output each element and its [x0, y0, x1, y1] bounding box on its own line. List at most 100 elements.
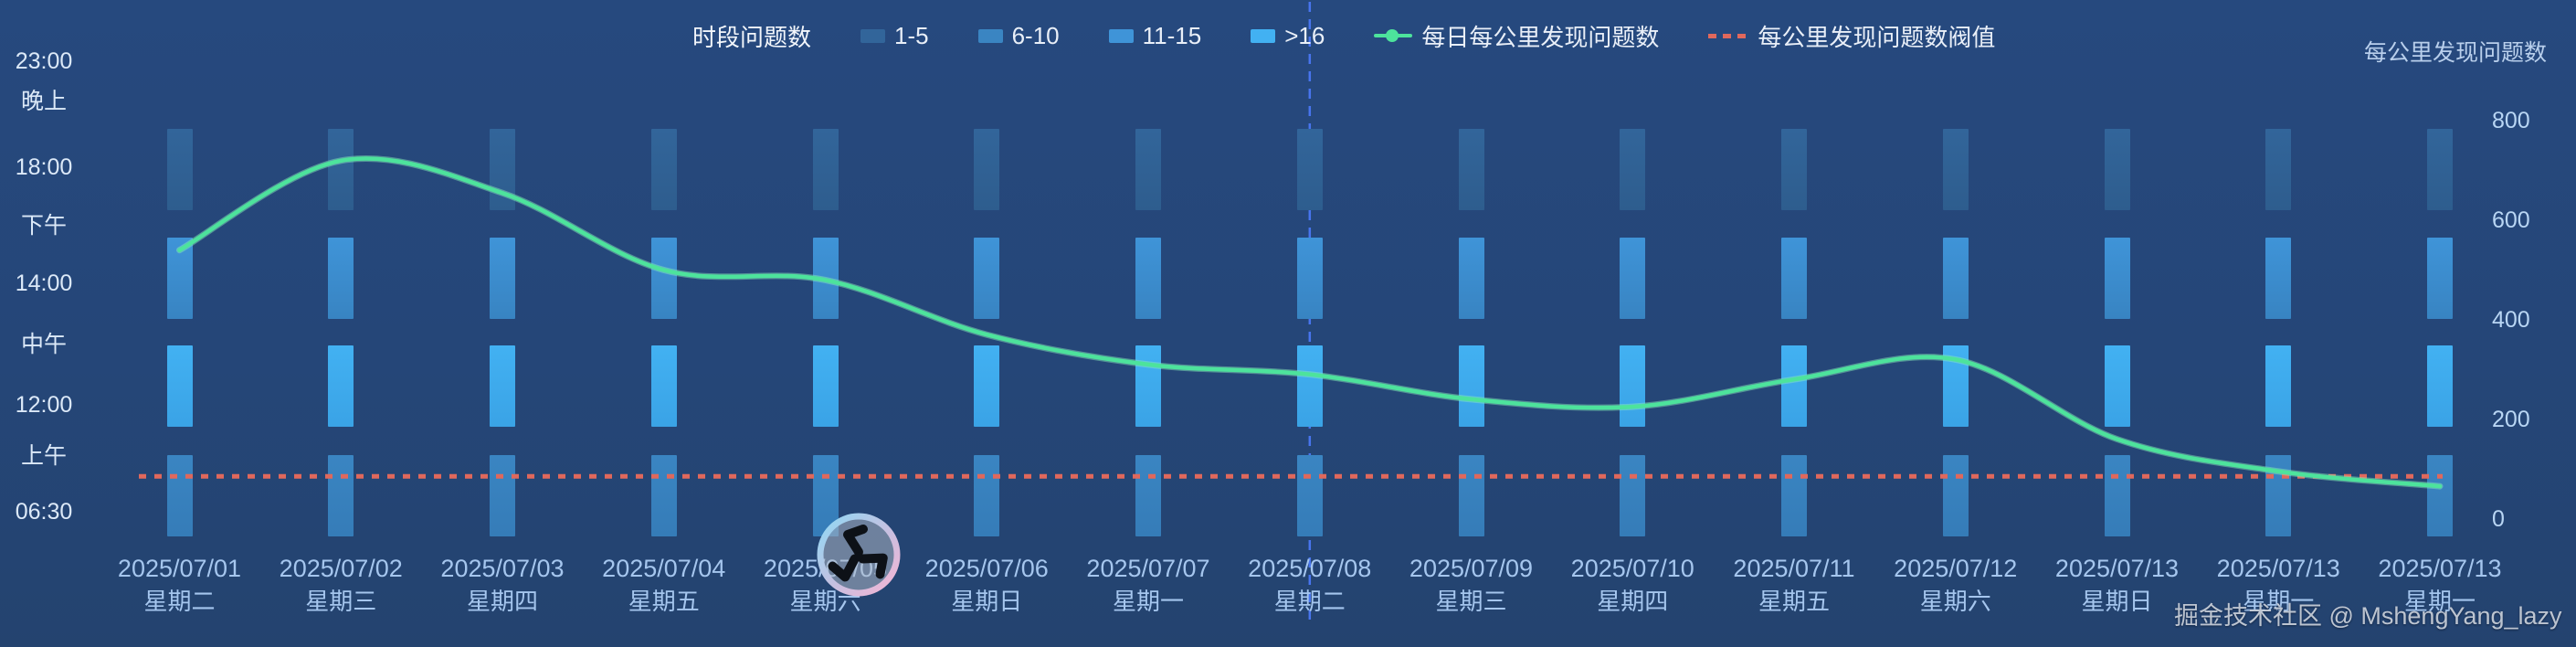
heatmap-bar	[2265, 345, 2292, 427]
heatmap-bar	[650, 238, 677, 319]
heatmap-bar	[1458, 455, 1484, 536]
heatmap-bar	[166, 345, 193, 427]
x-axis-weekday-label: 星期二	[143, 588, 216, 615]
x-axis-date-label: 2025/07/10	[1570, 555, 1694, 582]
legend: 时段问题数 1-5 6-10 11-15 >16 每日每公里发现问题数 每公里发…	[692, 21, 1995, 51]
x-axis-weekday-label: 星期一	[2403, 588, 2476, 615]
heatmap-bar	[974, 345, 1000, 427]
x-axis-date-label: 2025/07/13	[2378, 555, 2502, 582]
heatmap-bar	[1458, 129, 1484, 210]
heatmap-bar	[2104, 455, 2130, 536]
heatmap-bar	[2427, 345, 2453, 427]
legend-line-label: 每日每公里发现问题数	[1421, 23, 1660, 51]
heatmap-bar	[650, 455, 677, 536]
heatmap-bar	[490, 455, 515, 536]
heatmap-bar	[1781, 129, 1807, 210]
x-axis-weekday-label: 星期日	[2081, 588, 2153, 615]
heatmap-bar	[974, 129, 1000, 210]
legend-bin-label: 1-5	[894, 21, 929, 49]
legend-item-bin-1-5[interactable]: 1-5	[860, 22, 929, 50]
x-axis-weekday-label: 星期一	[2243, 588, 2315, 615]
x-axis-weekday-label: 星期一	[1112, 588, 1184, 615]
heatmap-bar	[2104, 129, 2130, 210]
left-axis-label: 晚上	[20, 89, 67, 114]
heatmap-bar	[1296, 129, 1323, 210]
heatmap-bar	[2265, 238, 2292, 319]
threshold-dash-marker-icon	[1708, 33, 1749, 38]
legend-heatmap-title: 时段问题数	[692, 23, 812, 51]
heatmap-bar	[650, 129, 677, 210]
x-axis-date-label: 2025/07/11	[1733, 555, 1855, 582]
legend-item-daily-line[interactable]: 每日每公里发现问题数	[1374, 19, 1659, 53]
heatmap-bar	[1942, 455, 1969, 536]
x-axis-weekday-label: 星期三	[305, 588, 377, 615]
x-axis-date-label: 2025/07/09	[1409, 555, 1534, 582]
heatmap-bar	[1781, 345, 1807, 427]
heatmap-bar	[1781, 238, 1807, 319]
legend-item-bin-gt16[interactable]: >16	[1251, 22, 1325, 50]
heatmap-bar	[490, 345, 515, 427]
x-axis-date-label: 2025/07/03	[440, 555, 565, 582]
tri-blade-logo-icon	[817, 513, 901, 597]
heatmap-bar	[1620, 455, 1646, 536]
heatmap-bar	[328, 455, 354, 536]
legend-bin-label: 6-10	[1011, 21, 1060, 49]
heatmap-bar	[166, 129, 193, 210]
heatmap-bar	[1296, 345, 1323, 427]
x-axis-weekday-label: 星期四	[466, 588, 538, 615]
x-axis-date-label: 2025/07/06	[924, 555, 1049, 582]
heatmap-bar	[328, 238, 354, 319]
legend-bin-label: >16	[1284, 21, 1325, 49]
left-axis-label: 中午	[20, 332, 67, 357]
heatmap-bar	[2427, 129, 2453, 210]
x-axis-weekday-label: 星期四	[1597, 588, 1669, 615]
watermark: 掘金技术社区 @ MshengYang_lazy	[2174, 602, 2562, 630]
heatmap-bar	[1458, 345, 1484, 427]
right-axis-tick-label: 800	[2492, 108, 2530, 134]
heatmap-bar	[490, 238, 515, 319]
line-series-marker-icon	[1374, 28, 1413, 43]
heatmap-bar	[1620, 345, 1646, 427]
right-axis-title: 每公里发现问题数	[2364, 40, 2548, 66]
daily-problems-per-km-line	[177, 156, 2443, 489]
left-axis-label: 12:00	[15, 392, 73, 418]
heatmap-bar	[1135, 455, 1161, 536]
heatmap-bar	[328, 129, 354, 210]
heatmap-bar	[2427, 455, 2453, 536]
legend-item-bin-6-10[interactable]: 6-10	[977, 21, 1060, 50]
heatmap-bar	[1458, 238, 1484, 319]
x-axis-weekday-label: 星期五	[628, 588, 700, 615]
heatmap-bar	[1135, 129, 1161, 210]
heatmap-bar	[1942, 238, 1969, 319]
heatmap-bar	[1135, 238, 1161, 319]
x-axis-date-label: 2025/07/02	[279, 555, 403, 582]
legend-bin-label: 11-15	[1142, 21, 1202, 49]
heatmap-bar	[812, 345, 839, 427]
x-axis-date-label: 2025/07/07	[1086, 555, 1210, 582]
heatmap-bar	[974, 238, 1000, 319]
heatmap-bar	[2104, 345, 2130, 427]
x-axis-weekday-label: 星期五	[1758, 588, 1830, 615]
right-axis-tick-label: 400	[2492, 306, 2530, 333]
heatmap-bar	[1781, 455, 1807, 536]
heatmap-bar	[166, 455, 193, 536]
x-axis-date-label: 2025/07/13	[2216, 555, 2340, 582]
heatmap-bar	[2104, 238, 2130, 319]
heatmap-bar	[1620, 129, 1646, 210]
left-axis-label: 上午	[20, 443, 67, 469]
daily-line-glow	[176, 154, 2444, 490]
heatmap-bar	[1942, 129, 1969, 210]
x-axis-date-label: 2025/07/13	[2054, 555, 2180, 582]
heatmap-bar	[1620, 238, 1646, 319]
legend-item-bin-11-15[interactable]: 11-15	[1108, 21, 1202, 50]
x-axis-date-label: 2025/07/04	[602, 555, 726, 582]
x-axis-date-label: 2025/07/08	[1248, 555, 1372, 582]
left-axis-label: 06:30	[15, 499, 73, 525]
legend-item-threshold[interactable]: 每公里发现问题数阀值	[1708, 19, 1995, 53]
right-axis-tick-label: 600	[2492, 207, 2530, 234]
heatmap-bar	[2265, 129, 2292, 210]
heatmap-bar	[1296, 238, 1323, 319]
heatmap-bar	[1135, 345, 1161, 427]
